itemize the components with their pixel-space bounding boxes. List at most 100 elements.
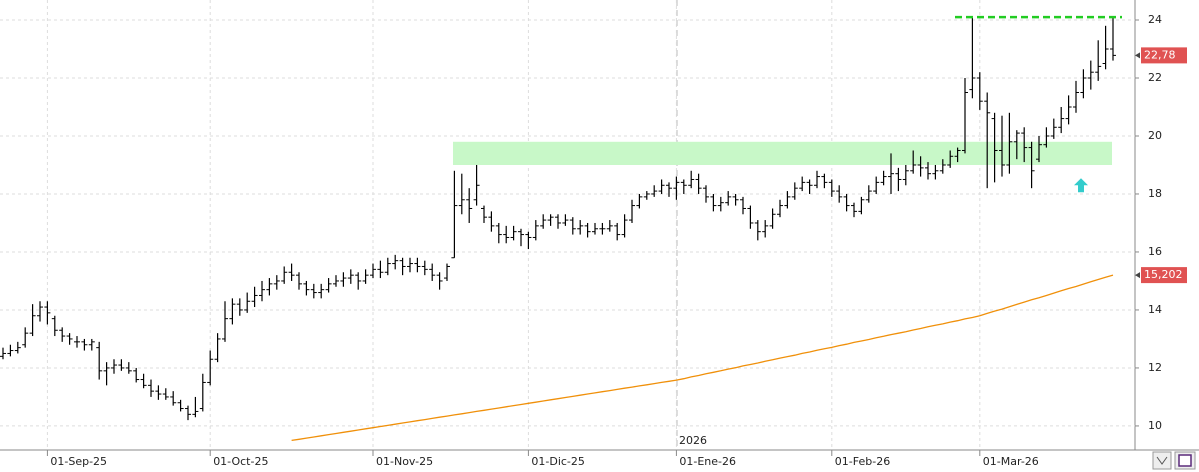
ohlc-bar xyxy=(577,220,584,235)
ohlc-bar xyxy=(555,214,561,229)
ohlc-bar xyxy=(902,164,909,186)
ohlc-bar xyxy=(1080,69,1087,99)
ohlc-bar xyxy=(266,278,273,296)
ohlc-bar xyxy=(777,199,783,218)
ohlc-bar xyxy=(540,214,547,229)
price-pointer xyxy=(1135,272,1140,279)
ohlc-bar xyxy=(7,344,14,357)
ohlc-bar xyxy=(643,191,650,200)
ohlc-bar xyxy=(636,193,643,209)
ohlc-bar xyxy=(421,260,428,276)
toolbar-icons[interactable] xyxy=(1152,451,1196,470)
ohlc-bar xyxy=(814,170,820,189)
ohlc-bar xyxy=(407,257,413,273)
ohlc-bar xyxy=(340,272,347,287)
ohlc-bar xyxy=(1110,17,1116,61)
ohlc-bar xyxy=(1043,127,1050,148)
ohlc-bar xyxy=(1036,135,1042,163)
ohlc-bar xyxy=(873,176,880,194)
y-tick-label: 24 xyxy=(1148,13,1162,26)
y-tick-label: 12 xyxy=(1148,361,1162,374)
ohlc-bar xyxy=(917,156,924,177)
ohlc-bar xyxy=(888,153,894,194)
ohlc-bar xyxy=(658,179,665,194)
ohlc-bar xyxy=(370,263,376,279)
ohlc-bar xyxy=(296,272,302,290)
x-tick-label: 01-Feb-26 xyxy=(835,455,890,468)
ohlc-bar xyxy=(140,373,147,389)
collapse-icon xyxy=(1156,456,1168,465)
ohlc-bar xyxy=(0,347,6,360)
ohlc-bar xyxy=(806,179,813,194)
ohlc-bar xyxy=(592,222,598,235)
ohlc-bar xyxy=(59,327,66,342)
ohlc-bar xyxy=(747,205,754,229)
ohlc-bar xyxy=(251,286,258,308)
ohlc-bar xyxy=(392,254,399,270)
ohlc-bar xyxy=(984,92,991,189)
y-tick-label: 16 xyxy=(1148,245,1162,258)
price-label-box xyxy=(1141,267,1187,284)
ohlc-bar xyxy=(177,399,184,412)
ohlc-bar xyxy=(1058,106,1065,134)
ohlc-bar xyxy=(673,176,680,200)
ohlc-bar xyxy=(976,72,983,110)
ohlc-bar xyxy=(865,185,872,203)
ohlc-bar xyxy=(96,341,103,380)
ohlc-bar xyxy=(444,263,450,281)
ohlc-bar xyxy=(606,220,613,232)
support-zone xyxy=(453,141,1112,165)
ohlc-bar xyxy=(732,193,739,206)
ohlc-bar xyxy=(14,341,21,354)
collapse-button[interactable] xyxy=(1152,451,1172,470)
ohlc-bar xyxy=(1087,60,1094,90)
ohlc-bar xyxy=(1021,127,1028,163)
ohlc-bar xyxy=(510,225,517,241)
ohlc-bar xyxy=(518,228,524,247)
ohlc-bar xyxy=(939,159,946,174)
ohlc-bar xyxy=(584,222,591,238)
ohlc-bar xyxy=(703,185,709,203)
ohlc-bar xyxy=(281,266,288,284)
ohlc-bar xyxy=(754,220,761,241)
ohlc-bar xyxy=(858,196,865,215)
ohlc-bar xyxy=(562,214,569,226)
ohlc-bar xyxy=(458,173,465,215)
ohlc-bar xyxy=(325,278,332,293)
ohlc-bar xyxy=(318,283,325,299)
y-tick-label: 10 xyxy=(1148,419,1162,432)
ohlc-bar xyxy=(954,147,961,163)
ohlc-bar xyxy=(170,391,177,406)
ohlc-bar xyxy=(103,362,110,386)
ohlc-bar xyxy=(481,205,487,223)
year-label: 2026 xyxy=(679,434,707,447)
y-tick-label: 20 xyxy=(1148,129,1162,142)
ohlc-bar xyxy=(784,191,791,209)
ohlc-bar xyxy=(880,170,887,186)
ohlc-bar xyxy=(740,196,746,215)
ohlc-bar xyxy=(910,150,917,174)
ohlc-bar xyxy=(66,333,73,345)
ohlc-bar xyxy=(1006,112,1013,174)
save-icon xyxy=(1178,454,1192,467)
ohlc-bar xyxy=(111,359,117,374)
ohlc-bar xyxy=(185,405,191,421)
ohlc-bar xyxy=(347,269,354,284)
ohlc-bar xyxy=(851,202,857,218)
moving-average-line xyxy=(291,274,1114,442)
ohlc-bar xyxy=(377,260,384,279)
ohlc-bar xyxy=(532,220,539,241)
x-tick-label: 01-Ene-26 xyxy=(679,455,736,468)
ohlc-bar xyxy=(362,269,369,284)
ohlc-bar xyxy=(51,315,58,337)
ohlc-bar xyxy=(288,263,295,281)
x-tick-label: 01-Nov-25 xyxy=(376,455,433,468)
ohlc-bar xyxy=(1028,141,1035,189)
ohlc-bar xyxy=(695,173,702,194)
ohlc-bar xyxy=(259,280,265,302)
ohlc-bar xyxy=(466,188,473,223)
ohlc-bar xyxy=(828,179,835,197)
ohlc-bar xyxy=(762,220,769,238)
price-label: 15,202 xyxy=(1144,268,1183,281)
